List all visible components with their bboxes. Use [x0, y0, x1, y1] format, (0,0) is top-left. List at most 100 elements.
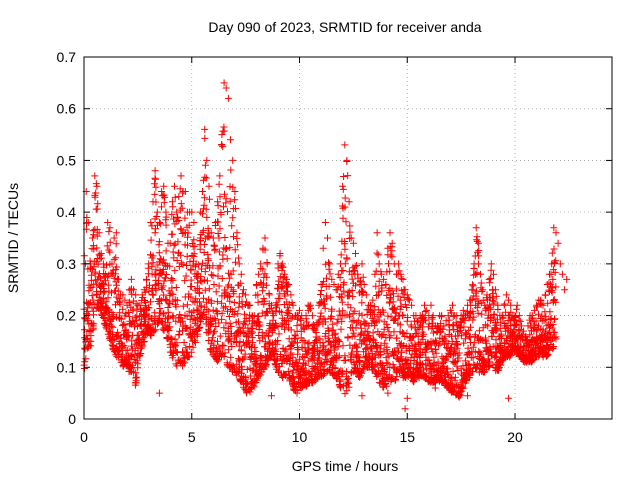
data-point	[485, 362, 492, 370]
data-point	[473, 304, 481, 312]
data-point	[490, 298, 498, 306]
data-point	[563, 275, 571, 283]
data-point	[513, 301, 521, 309]
data-point	[171, 182, 178, 190]
data-point	[399, 275, 407, 283]
data-point	[346, 228, 354, 236]
data-point	[276, 353, 284, 360]
data-point	[85, 287, 93, 295]
data-point	[110, 255, 118, 263]
data-point	[464, 348, 472, 356]
data-point	[354, 351, 362, 359]
data-point	[104, 305, 112, 313]
data-point	[328, 275, 336, 283]
data-point	[188, 309, 196, 317]
data-point	[281, 347, 289, 355]
data-point	[220, 79, 228, 87]
data-point	[226, 244, 234, 252]
data-point	[335, 353, 343, 361]
data-point	[182, 324, 190, 332]
data-point	[544, 351, 552, 359]
data-point	[173, 296, 181, 304]
data-point	[253, 356, 261, 364]
data-point	[196, 208, 204, 216]
data-point	[162, 274, 169, 282]
data-point	[522, 332, 530, 340]
data-point	[81, 358, 89, 366]
data-point	[184, 233, 191, 241]
data-point	[278, 260, 286, 268]
data-point	[287, 326, 295, 334]
data-point	[471, 348, 479, 356]
data-point	[201, 134, 209, 142]
data-point	[289, 340, 297, 348]
data-point	[255, 270, 263, 278]
data-point	[177, 172, 185, 180]
data-point	[294, 362, 302, 370]
data-point	[277, 262, 285, 270]
data-point	[421, 308, 429, 315]
data-point	[197, 318, 204, 326]
data-point	[221, 349, 229, 357]
data-point	[145, 260, 153, 268]
data-point	[273, 340, 281, 348]
data-point	[252, 348, 260, 355]
data-point	[229, 156, 237, 164]
data-point	[337, 294, 345, 302]
data-point	[128, 364, 135, 371]
data-point	[449, 312, 457, 320]
data-point	[224, 291, 232, 299]
data-point	[217, 209, 225, 216]
data-point	[108, 341, 116, 349]
data-point	[351, 262, 359, 270]
data-point	[287, 291, 295, 299]
data-point	[249, 328, 257, 336]
data-point	[147, 332, 155, 340]
data-point	[158, 203, 165, 211]
data-point	[119, 291, 127, 299]
data-point	[145, 288, 153, 296]
data-point	[160, 191, 168, 199]
data-point	[429, 329, 437, 337]
data-point	[384, 324, 392, 331]
data-point	[116, 315, 124, 322]
data-point	[172, 284, 180, 291]
data-point	[550, 334, 558, 341]
data-point	[382, 382, 390, 390]
data-point	[502, 291, 510, 299]
data-point	[467, 323, 474, 331]
data-point	[548, 249, 556, 257]
data-point	[227, 330, 235, 338]
data-point	[334, 343, 342, 351]
data-point	[216, 193, 224, 201]
data-point	[541, 291, 549, 299]
data-point	[130, 286, 138, 294]
data-point	[147, 219, 155, 226]
data-point	[200, 276, 208, 284]
data-point	[108, 260, 116, 268]
data-point	[552, 283, 560, 291]
data-point	[374, 251, 382, 259]
data-point	[346, 311, 353, 319]
data-point	[306, 301, 314, 309]
data-point	[250, 383, 258, 391]
data-point	[184, 241, 191, 249]
data-point	[233, 229, 241, 237]
data-point	[237, 346, 245, 354]
data-point	[354, 317, 362, 325]
data-point	[114, 287, 122, 295]
data-point	[497, 318, 505, 326]
data-point	[152, 285, 160, 293]
data-point	[294, 350, 302, 358]
data-point	[344, 334, 352, 342]
data-point	[175, 263, 183, 270]
data-point	[507, 351, 515, 359]
data-point	[327, 314, 335, 322]
data-point	[330, 359, 338, 367]
data-point	[324, 334, 332, 342]
data-point	[352, 250, 359, 257]
data-point	[209, 306, 217, 314]
data-point	[264, 331, 272, 339]
data-point	[509, 329, 517, 337]
data-point	[396, 321, 404, 329]
